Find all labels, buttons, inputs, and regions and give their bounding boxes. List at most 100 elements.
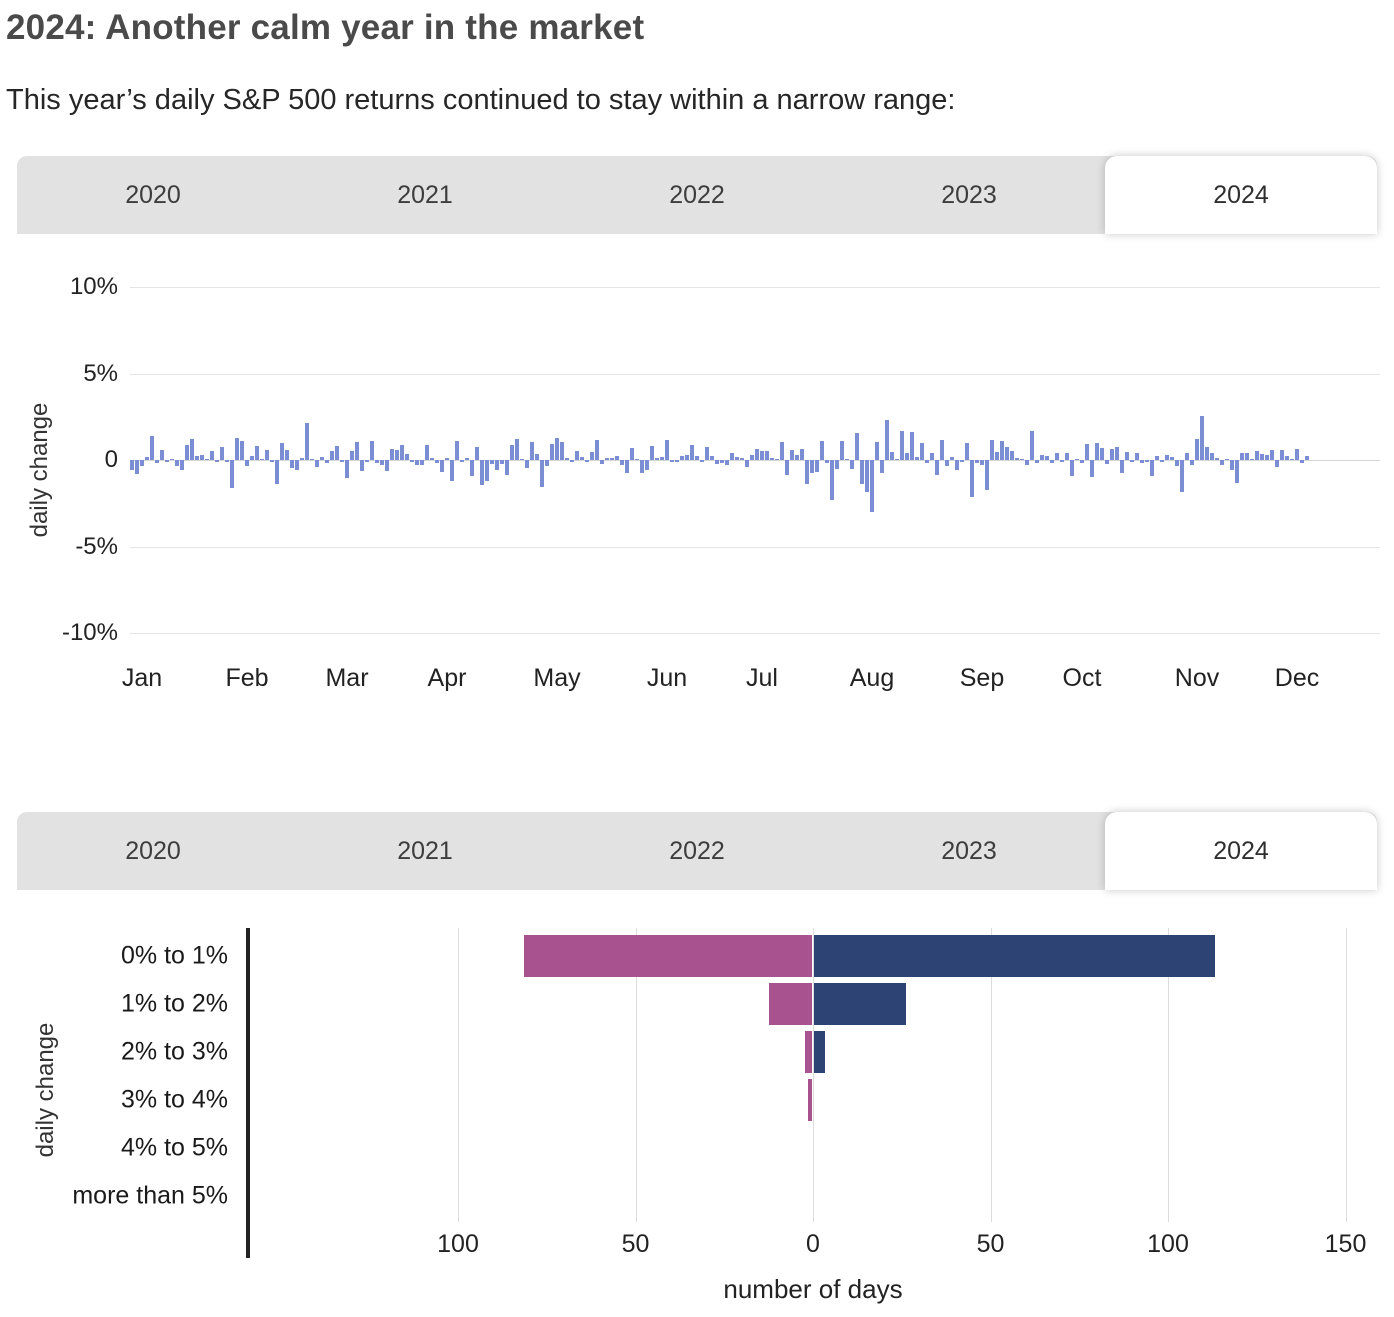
daily-return-bar [1150, 460, 1154, 476]
daily-return-bar [355, 442, 359, 460]
daily-return-bar [540, 460, 544, 488]
daily-return-bar [1020, 458, 1024, 460]
daily-return-bar [1205, 447, 1209, 460]
daily-return-bar [235, 438, 239, 460]
daily-return-bar [675, 460, 679, 462]
daily-return-bar [665, 439, 669, 460]
daily-return-bar [610, 458, 614, 460]
daily-return-bar [875, 442, 879, 460]
daily-return-bar [450, 460, 454, 482]
daily-return-bar [1200, 416, 1204, 460]
daily-return-bar [600, 460, 604, 464]
daily-return-bar [1110, 449, 1114, 460]
tab-2021[interactable]: 2021 [397, 181, 453, 209]
daily-return-bar [150, 435, 154, 460]
tab-2023[interactable]: 2023 [941, 837, 997, 865]
tab-2024[interactable]: 2024 [1105, 156, 1377, 234]
tab-2021[interactable]: 2021 [397, 837, 453, 865]
daily-return-bar [1045, 455, 1049, 460]
daily-return-bar [325, 460, 329, 463]
x-tick-label: 0 [806, 1230, 820, 1258]
daily-return-bar [1040, 455, 1044, 460]
daily-return-bar [495, 460, 499, 471]
daily-return-bar [915, 456, 919, 460]
daily-return-bar [775, 458, 779, 460]
x-gridline [813, 928, 814, 1222]
tab-2022[interactable]: 2022 [669, 837, 725, 865]
tab-2023[interactable]: 2023 [941, 181, 997, 209]
daily-return-bar [750, 455, 754, 460]
month-tick-label: Mar [325, 664, 369, 692]
daily-return-bar [625, 460, 629, 473]
daily-return-bar [910, 432, 914, 460]
daily-return-bar [580, 457, 584, 460]
daily-return-bar [885, 420, 889, 460]
daily-return-bar [1005, 447, 1009, 460]
daily-return-bar [490, 460, 494, 464]
daily-return-bar [590, 451, 594, 460]
daily-return-bar [345, 460, 349, 478]
daily-return-bar [1050, 460, 1054, 464]
daily-return-bar [310, 458, 314, 460]
daily-return-bar [440, 460, 444, 473]
daily-return-bar [185, 444, 189, 460]
loss-days-bar [804, 1031, 812, 1073]
y-gridline [130, 287, 1380, 288]
daily-return-bar [705, 446, 709, 460]
daily-return-bar [1140, 460, 1144, 464]
x-gridline [458, 928, 459, 1222]
daily-return-bar [1250, 458, 1254, 460]
daily-return-bar [895, 458, 899, 460]
daily-return-bar [525, 460, 529, 468]
daily-return-bar [700, 460, 704, 462]
daily-return-bar [130, 460, 134, 470]
daily-return-bar [595, 439, 599, 460]
month-tick-label: Jan [121, 664, 163, 692]
daily-return-bar [190, 438, 194, 460]
tab-2024[interactable]: 2024 [1105, 812, 1377, 890]
daily-return-bar [1220, 460, 1224, 466]
daily-return-bar [1280, 450, 1284, 460]
daily-return-bar [990, 439, 994, 460]
daily-return-bar [515, 439, 519, 460]
daily-return-bar [890, 451, 894, 460]
daily-return-bar [955, 460, 959, 471]
x-axis-label: number of days [723, 1274, 903, 1304]
daily-return-bar [550, 444, 554, 460]
x-gridline [990, 928, 992, 1222]
daily-return-bar [1155, 456, 1159, 460]
tab-2020[interactable]: 2020 [125, 837, 181, 865]
daily-return-bar [970, 460, 974, 497]
category-axis-line [246, 928, 250, 1258]
loss-days-bar [769, 983, 812, 1025]
daily-return-bar [250, 456, 254, 460]
daily-return-bar [1260, 453, 1264, 460]
daily-return-bar [855, 432, 859, 460]
daily-return-bar [425, 445, 429, 460]
daily-return-bar [405, 454, 409, 460]
x-tick-label: 100 [437, 1230, 479, 1258]
daily-return-bar [255, 445, 259, 460]
daily-return-bar [305, 423, 309, 460]
daily-return-bar [1210, 453, 1214, 460]
daily-return-bar [960, 460, 964, 462]
daily-return-bar [205, 458, 209, 460]
daily-return-bar [620, 460, 624, 465]
category-label: 1% to 2% [120, 989, 228, 1018]
daily-return-bar [945, 460, 949, 466]
month-tick-label: Jun [646, 664, 688, 692]
daily-return-bar [660, 457, 664, 460]
daily-return-bar [1010, 450, 1014, 460]
daily-return-bar [475, 447, 479, 460]
daily-return-bar [280, 443, 284, 460]
daily-return-bar [315, 460, 319, 467]
daily-return-bar [395, 450, 399, 460]
daily-return-bar [655, 458, 659, 460]
tab-2022[interactable]: 2022 [669, 181, 725, 209]
daily-return-bar [765, 450, 769, 460]
daily-return-bar [180, 460, 184, 470]
daily-return-bar [1170, 457, 1174, 460]
daily-return-bar [1275, 460, 1279, 467]
tab-2020[interactable]: 2020 [125, 181, 181, 209]
daily-return-bar [1060, 460, 1064, 463]
